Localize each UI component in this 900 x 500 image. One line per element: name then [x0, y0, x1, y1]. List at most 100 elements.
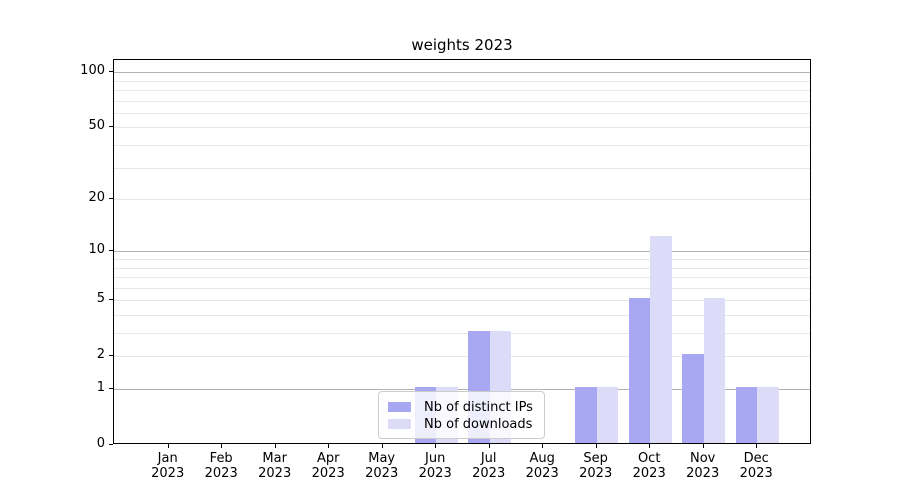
bar-distinct-ips-sep: [575, 387, 597, 443]
gridline-y-10: [114, 251, 810, 253]
xtick-mark-mar: [274, 444, 276, 448]
xtick-label-mar: Mar 2023: [243, 451, 307, 481]
xtick-month-jun: Jun: [425, 451, 446, 466]
bar-distinct-ips-dec: [735, 387, 758, 443]
legend: Nb of distinct IPs Nb of downloads: [378, 391, 545, 439]
ytick-label-100: 100: [80, 63, 105, 79]
xtick-label-feb: Feb 2023: [189, 451, 253, 481]
bar-distinct-ips-nov: [682, 354, 704, 443]
xtick-year-sep: 2023: [579, 466, 613, 481]
gridline-y-4: [114, 315, 810, 316]
xtick-month-apr: Apr: [316, 451, 340, 466]
gridline-y-100: [114, 72, 810, 74]
gridline-y-7: [114, 277, 810, 278]
legend-item-downloads: Nb of downloads: [388, 416, 535, 432]
gridline-y-1: [114, 389, 810, 390]
legend-item-distinct-ips: Nb of distinct IPs: [388, 399, 535, 415]
xtick-mark-may: [381, 444, 383, 448]
ytick-label-20: 20: [88, 190, 105, 206]
gridline-y-3: [114, 333, 810, 334]
xtick-mark-jul: [488, 444, 490, 448]
xtick-month-jul: Jul: [480, 451, 497, 466]
ytick-label-50: 50: [88, 118, 105, 134]
ytick-label-5: 5: [96, 291, 105, 307]
xtick-year-jun: 2023: [418, 466, 452, 481]
gridline-y-40: [114, 145, 810, 146]
xtick-month-feb: Feb: [209, 451, 233, 466]
xtick-month-may: May: [368, 451, 396, 466]
xtick-mark-feb: [221, 444, 223, 448]
bar-downloads-dec: [757, 387, 779, 443]
xtick-label-apr: Apr 2023: [296, 451, 360, 481]
xtick-label-oct: Oct 2023: [617, 451, 681, 481]
xtick-month-jan: Jan: [157, 451, 178, 466]
xtick-mark-dec: [756, 444, 758, 448]
ytick-mark-100: [109, 71, 113, 73]
ytick-label-10: 10: [88, 242, 105, 258]
ytick-label-1: 1: [96, 380, 105, 395]
xtick-year-nov: 2023: [686, 466, 720, 481]
xtick-year-mar: 2023: [258, 466, 292, 481]
xtick-year-jan: 2023: [151, 466, 185, 481]
bar-downloads-oct: [650, 235, 672, 443]
ytick-label-2: 2: [96, 347, 105, 363]
xtick-month-dec: Dec: [743, 451, 769, 466]
xtick-label-jul: Jul 2023: [457, 451, 521, 481]
gridline-y-9: [114, 259, 810, 260]
gridline-y-2: [114, 356, 810, 358]
xtick-month-sep: Sep: [583, 451, 608, 466]
xtick-month-mar: Mar: [262, 451, 287, 466]
xtick-label-may: May 2023: [350, 451, 414, 481]
bar-distinct-ips-oct: [628, 298, 651, 443]
gridline-y-80: [114, 90, 810, 91]
xtick-mark-jan: [167, 444, 169, 448]
chart-title: weights 2023: [411, 36, 513, 54]
xtick-year-jul: 2023: [472, 466, 506, 481]
gridline-y-30: [114, 167, 810, 169]
legend-swatch-downloads: [388, 419, 411, 429]
legend-swatch-distinct-ips: [388, 402, 411, 412]
bar-downloads-nov: [703, 298, 726, 443]
xtick-label-aug: Aug 2023: [510, 451, 574, 481]
xtick-month-aug: Aug: [529, 451, 555, 466]
xtick-year-dec: 2023: [739, 466, 773, 481]
xtick-mark-jun: [435, 444, 437, 448]
ytick-mark-50: [109, 126, 113, 128]
xtick-year-feb: 2023: [204, 466, 238, 481]
xtick-year-aug: 2023: [525, 466, 559, 481]
xtick-mark-apr: [328, 444, 330, 448]
ytick-mark-1: [109, 388, 113, 389]
xtick-label-jan: Jan 2023: [136, 451, 200, 481]
xtick-month-oct: Oct: [637, 451, 661, 466]
gridline-y-70: [114, 100, 810, 102]
xtick-label-sep: Sep 2023: [564, 451, 628, 481]
gridline-y-20: [114, 199, 810, 201]
bar-downloads-sep: [596, 387, 619, 443]
gridline-y-5: [114, 300, 810, 302]
xtick-year-apr: 2023: [311, 466, 345, 481]
legend-label-distinct-ips: Nb of distinct IPs: [424, 399, 533, 415]
xtick-mark-sep: [595, 444, 597, 448]
gridline-y-60: [114, 112, 810, 114]
xtick-label-dec: Dec 2023: [724, 451, 788, 481]
plot-area: Nb of distinct IPs Nb of downloads: [113, 59, 811, 444]
xtick-mark-nov: [702, 444, 704, 448]
gridline-y-8: [114, 267, 810, 269]
xtick-label-nov: Nov 2023: [671, 451, 735, 481]
gridline-y-6: [114, 287, 810, 289]
xtick-mark-aug: [542, 444, 544, 448]
ytick-label-0: 0: [96, 436, 105, 451]
gridline-y-90: [114, 80, 810, 82]
ytick-mark-10: [109, 250, 113, 252]
ytick-mark-5: [109, 299, 113, 301]
legend-label-downloads: Nb of downloads: [424, 416, 533, 432]
gridline-y-50: [114, 127, 810, 129]
ytick-mark-0: [109, 444, 113, 445]
xtick-mark-oct: [649, 444, 651, 448]
xtick-label-jun: Jun 2023: [403, 451, 467, 481]
ytick-mark-20: [109, 198, 113, 200]
xtick-year-oct: 2023: [632, 466, 666, 481]
ytick-mark-2: [109, 355, 113, 357]
xtick-month-nov: Nov: [690, 451, 716, 466]
